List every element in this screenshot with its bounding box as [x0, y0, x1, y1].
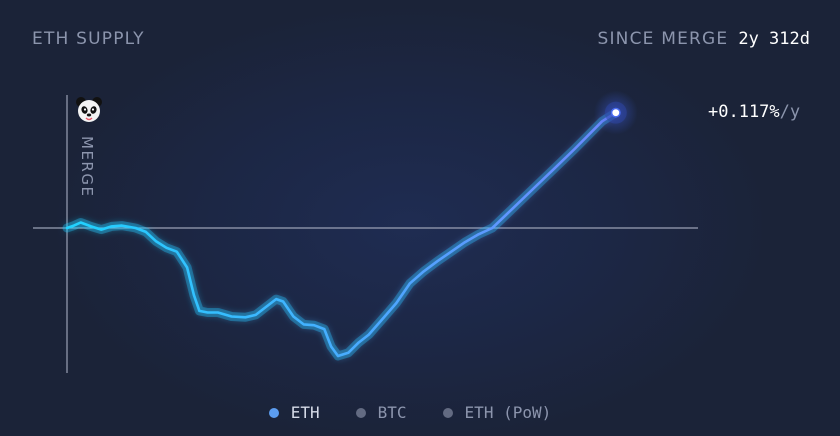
eth-series-line: [65, 111, 618, 358]
chart-title: ETH SUPPLY: [32, 29, 145, 49]
legend-item-eth[interactable]: ETH: [268, 403, 320, 422]
legend-dot-eth-pow: [442, 407, 453, 418]
since-merge-label: SINCE MERGE: [597, 29, 729, 49]
merge-label: MERGE: [78, 136, 96, 197]
legend: ETH BTC ETH (PoW): [0, 403, 830, 422]
since-merge-indicator: SINCE MERGE 2y 312d: [597, 29, 810, 49]
endpoint-marker: [610, 107, 621, 118]
legend-item-btc[interactable]: BTC: [355, 403, 407, 422]
supply-change-rate: +0.117%/y: [708, 102, 800, 122]
rate-value: +0.117%: [708, 102, 780, 122]
since-merge-value: 2y 312d: [738, 29, 810, 49]
legend-dot-eth: [268, 407, 279, 418]
legend-label-eth-pow: ETH (PoW): [464, 403, 552, 422]
panda-icon: [76, 97, 102, 122]
legend-dot-btc: [355, 407, 366, 418]
rate-unit: /y: [779, 102, 801, 122]
legend-label-btc: BTC: [377, 403, 407, 422]
legend-item-eth-pow[interactable]: ETH (PoW): [442, 403, 552, 422]
legend-label-eth: ETH: [290, 403, 320, 422]
